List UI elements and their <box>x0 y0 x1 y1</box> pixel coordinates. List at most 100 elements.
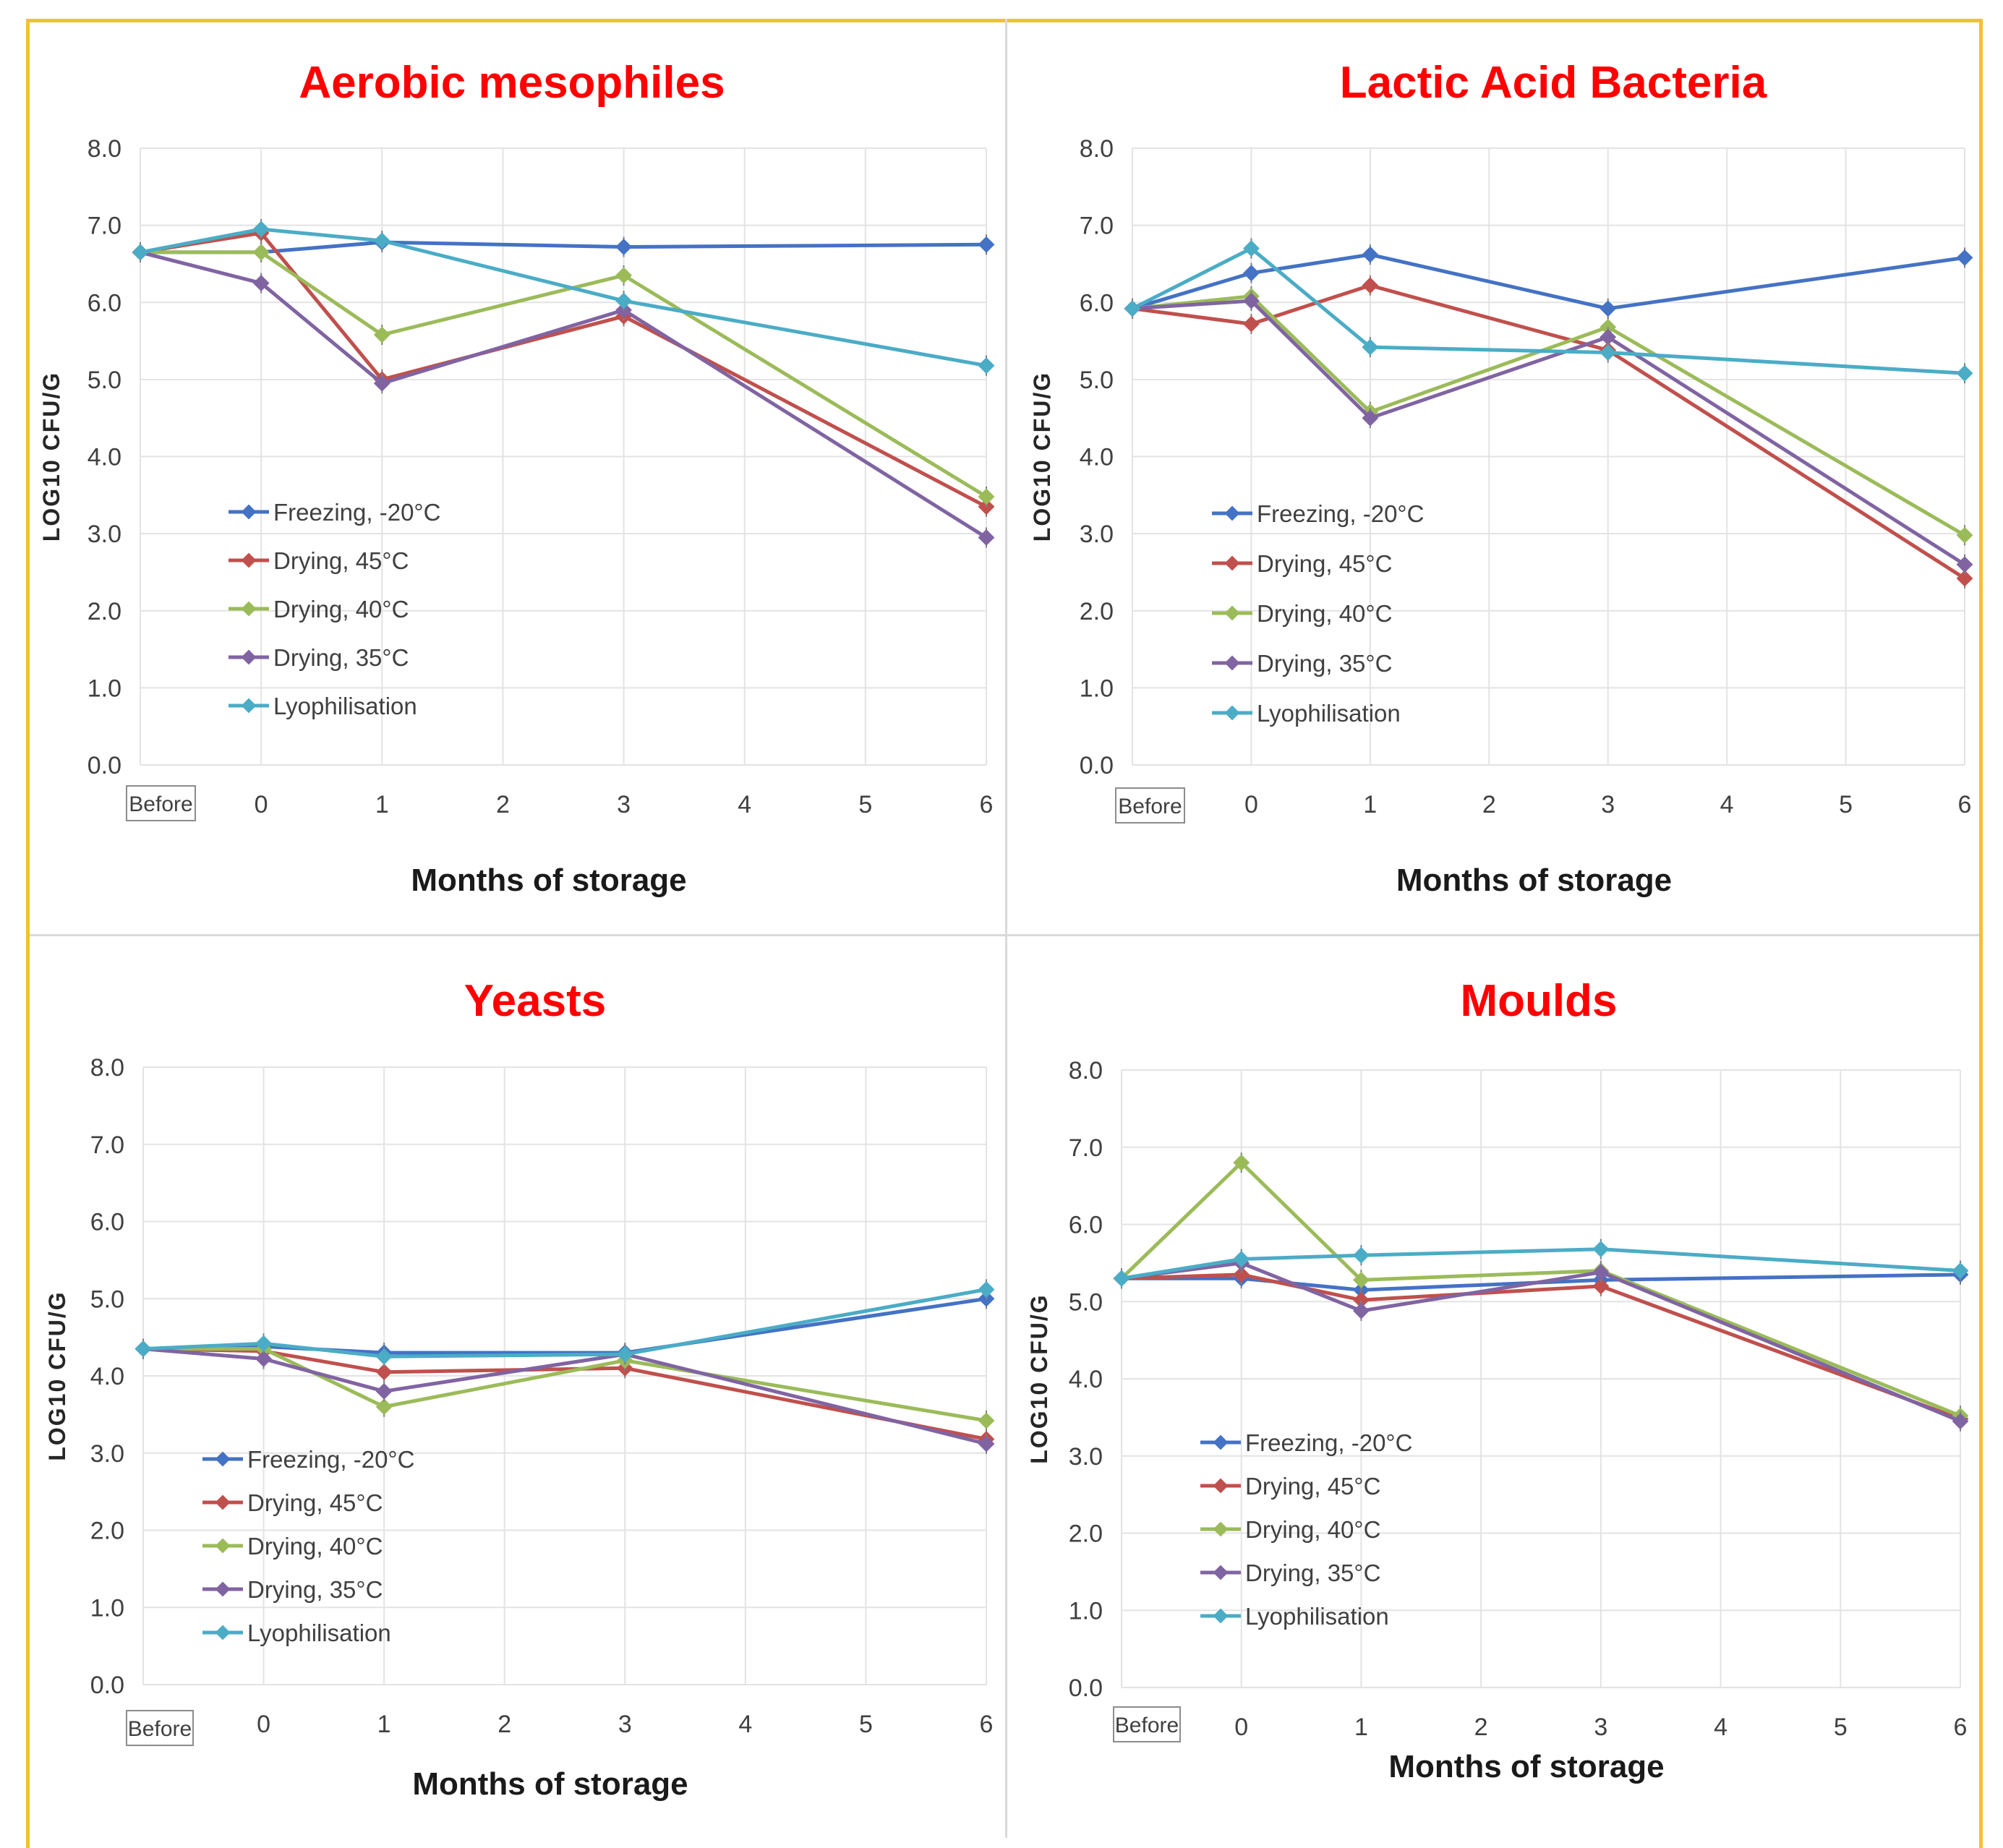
y-tick-label: 3.0 <box>1069 1443 1103 1471</box>
chart-panel-4: 0.0 1.0 2.0 3.0 4.0 5.0 6.0 7.0 8.0 0 1 2 3 4 5 6 Before… <box>1026 976 1968 1784</box>
legend-entry-label: Drying, 45°C <box>273 547 409 574</box>
x-tick-label: 2 <box>1474 1714 1488 1741</box>
y-tick-label: 1.0 <box>1080 675 1114 702</box>
y-tick-label: 8.0 <box>1080 135 1114 163</box>
y-axis-label: LOG10 CFU/G <box>1026 1293 1052 1463</box>
y-tick-label: 6.0 <box>90 1209 124 1236</box>
x-tick-label: 3 <box>618 1711 632 1738</box>
legend-entry-label: Drying, 40°C <box>1257 600 1392 627</box>
chart-panel-3: 0.0 1.0 2.0 3.0 4.0 5.0 6.0 7.0 8.0 0 1 2 3 4 5 6 Before… <box>44 976 994 1802</box>
y-tick-label: 6.0 <box>87 289 121 317</box>
y-tick-label: 0.0 <box>1080 752 1114 779</box>
legend-entry-label: Drying, 45°C <box>247 1489 383 1516</box>
x-tick-label: 5 <box>1839 791 1853 818</box>
y-tick-label: 2.0 <box>1069 1520 1103 1548</box>
x-tick-label: 6 <box>980 791 994 818</box>
x-tick-label: 2 <box>1482 791 1496 818</box>
legend-entry-label: Drying, 40°C <box>273 596 409 623</box>
x-tick-label: 3 <box>617 791 631 818</box>
x-tick-label: 1 <box>1354 1714 1368 1741</box>
x-tick-label: 0 <box>1234 1714 1248 1741</box>
x-tick-label: 3 <box>1601 791 1615 818</box>
y-tick-label: 0.0 <box>87 752 121 779</box>
x-tick-label: 6 <box>1958 791 1972 818</box>
chart-title: Lactic Acid Bacteria <box>1340 58 1767 108</box>
x-tick-label-before: Before <box>128 1717 192 1741</box>
x-tick-label: 1 <box>375 791 389 818</box>
legend-entry-label: Drying, 40°C <box>1245 1516 1380 1543</box>
x-tick-label: 2 <box>497 1711 511 1738</box>
x-tick-label: 4 <box>738 791 751 818</box>
y-axis-label: LOG10 CFU/G <box>44 1291 70 1460</box>
y-tick-label: 3.0 <box>87 521 121 548</box>
legend-entry-label: Freezing, -20°C <box>1257 500 1424 527</box>
legend-entry-label: Drying, 45°C <box>1257 550 1392 577</box>
x-tick-label: 4 <box>738 1711 752 1738</box>
legend-entry-label: Drying, 45°C <box>1245 1473 1380 1500</box>
y-tick-label: 5.0 <box>90 1286 124 1313</box>
x-tick-label: 1 <box>377 1711 391 1738</box>
y-tick-label: 6.0 <box>1080 289 1114 317</box>
y-tick-label: 8.0 <box>87 135 121 163</box>
y-tick-label: 5.0 <box>1080 367 1114 394</box>
x-tick-label: 4 <box>1714 1714 1727 1741</box>
chart-title: Yeasts <box>464 976 607 1026</box>
legend-entry-label: Drying, 35°C <box>247 1576 383 1603</box>
x-tick-label: 6 <box>980 1711 994 1738</box>
x-tick-label: 0 <box>1244 791 1258 818</box>
x-tick-label: 6 <box>1954 1714 1968 1741</box>
y-tick-label: 3.0 <box>1080 521 1114 548</box>
x-tick-label: 5 <box>1834 1714 1848 1741</box>
y-tick-label: 2.0 <box>87 598 121 625</box>
y-tick-label: 4.0 <box>87 444 121 471</box>
y-tick-label: 4.0 <box>1069 1366 1103 1393</box>
y-tick-label: 0.0 <box>90 1672 124 1699</box>
x-tick-label: 3 <box>1594 1714 1607 1741</box>
y-axis-label: LOG10 CFU/G <box>1029 372 1055 542</box>
legend-entry-label: Drying, 35°C <box>273 644 409 671</box>
legend-entry-label: Lyophilisation <box>1245 1603 1389 1630</box>
y-tick-label: 4.0 <box>90 1363 124 1390</box>
chart-title: Aerobic mesophiles <box>299 58 725 108</box>
legend-entry-label: Lyophilisation <box>1257 700 1401 727</box>
y-axis-label: LOG10 CFU/G <box>38 372 64 542</box>
y-tick-label: 7.0 <box>90 1132 124 1159</box>
x-tick-label: 1 <box>1363 791 1377 818</box>
x-axis-label: Months of storage <box>411 863 686 898</box>
x-tick-label-before: Before <box>1115 1714 1179 1737</box>
x-tick-label: 2 <box>496 791 510 818</box>
y-tick-label: 7.0 <box>87 213 121 240</box>
legend-entry-label: Drying, 35°C <box>1257 650 1392 677</box>
legend-entry-label: Drying, 40°C <box>247 1533 383 1560</box>
legend-entry-label: Freezing, -20°C <box>247 1446 414 1473</box>
y-tick-label: 3.0 <box>90 1440 124 1468</box>
y-tick-label: 6.0 <box>1069 1212 1103 1239</box>
y-tick-label: 7.0 <box>1080 213 1114 240</box>
x-tick-label: 4 <box>1720 791 1734 818</box>
y-tick-label: 4.0 <box>1080 444 1114 471</box>
x-axis-label: Months of storage <box>1396 863 1672 898</box>
x-axis-label: Months of storage <box>1388 1749 1664 1784</box>
y-tick-label: 1.0 <box>90 1594 124 1622</box>
legend-entry-label: Drying, 35°C <box>1245 1560 1380 1586</box>
x-axis-label: Months of storage <box>412 1766 688 1802</box>
x-tick-label-before: Before <box>129 792 192 816</box>
y-tick-label: 2.0 <box>90 1518 124 1545</box>
y-tick-label: 0.0 <box>1069 1674 1103 1702</box>
x-tick-label: 0 <box>255 791 268 818</box>
x-tick-label: 0 <box>257 1711 270 1738</box>
y-tick-label: 8.0 <box>90 1054 124 1082</box>
y-tick-label: 1.0 <box>1069 1597 1103 1625</box>
legend-entry-label: Freezing, -20°C <box>273 499 440 526</box>
y-tick-label: 7.0 <box>1069 1134 1103 1162</box>
y-tick-label: 8.0 <box>1069 1057 1103 1085</box>
chart-panel-2: 0.0 1.0 2.0 3.0 4.0 5.0 6.0 7.0 8.0 0 1 2 3 4 5 6 Before… <box>1029 58 1972 898</box>
x-tick-label: 5 <box>859 1711 873 1738</box>
x-tick-label: 5 <box>858 791 872 818</box>
chart-panel-1: 0.0 1.0 2.0 3.0 4.0 5.0 6.0 7.0 8.0 0 1 2 3 4 5 6 Before… <box>38 58 994 898</box>
y-tick-label: 5.0 <box>87 367 121 394</box>
x-tick-label-before: Before <box>1118 795 1182 818</box>
y-tick-label: 2.0 <box>1080 598 1114 625</box>
y-tick-label: 5.0 <box>1069 1288 1103 1316</box>
